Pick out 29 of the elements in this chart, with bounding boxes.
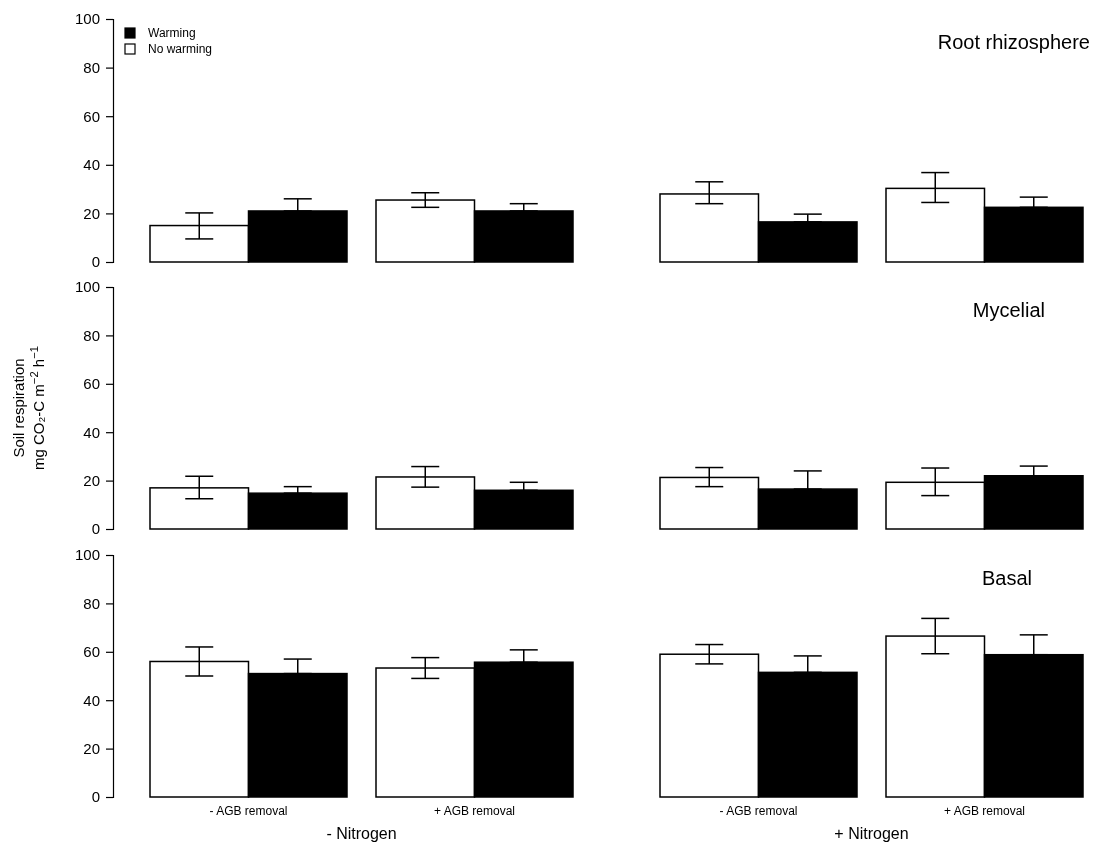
y-tick-label: 80 [83, 58, 100, 76]
text: - Nitrogen [326, 825, 397, 842]
x-tick-label: + AGB removal [433, 804, 516, 818]
y-tick-label: 20 [83, 471, 100, 489]
y-tick-label: 80 [83, 326, 100, 344]
text: Mycelial [972, 299, 1045, 321]
text: Root rhizosphere [937, 31, 1090, 53]
y-tick-label: 60 [83, 107, 100, 125]
y-tick-label: 60 [83, 643, 100, 661]
x-tick-label: + AGB removal [943, 804, 1026, 818]
y-tick-label: 40 [83, 691, 100, 709]
y-tick-label: 60 [83, 375, 100, 393]
y-tick-label: 20 [83, 204, 100, 222]
x-tick-label: - AGB removal [719, 804, 798, 818]
y-tick-label: 0 [91, 253, 100, 271]
y-tick-label: 40 [83, 156, 100, 174]
y-tick-label: 80 [83, 594, 100, 612]
y-tick-label: 20 [83, 739, 100, 757]
y-tick-label: 100 [74, 10, 100, 28]
y-tick-label: 100 [74, 546, 100, 564]
x-tick-label: - AGB removal [209, 804, 288, 818]
y-tick-label: 100 [74, 278, 100, 296]
y-tick-label: 0 [91, 788, 100, 806]
y-tick-label: 0 [91, 520, 100, 538]
text: Basal [981, 567, 1032, 589]
legend-label: Warming [148, 26, 196, 40]
text: + Nitrogen [834, 825, 909, 842]
legend-label: No warming [148, 42, 213, 56]
y-tick-label: 40 [83, 423, 100, 441]
